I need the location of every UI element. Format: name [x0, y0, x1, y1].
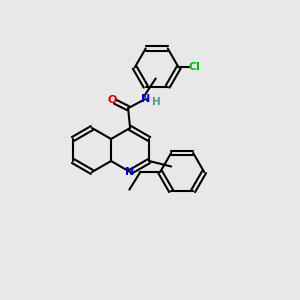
Text: N: N	[141, 94, 150, 104]
Text: N: N	[125, 167, 135, 177]
Text: H: H	[152, 98, 161, 107]
Text: O: O	[107, 94, 117, 105]
Text: Cl: Cl	[189, 62, 201, 73]
